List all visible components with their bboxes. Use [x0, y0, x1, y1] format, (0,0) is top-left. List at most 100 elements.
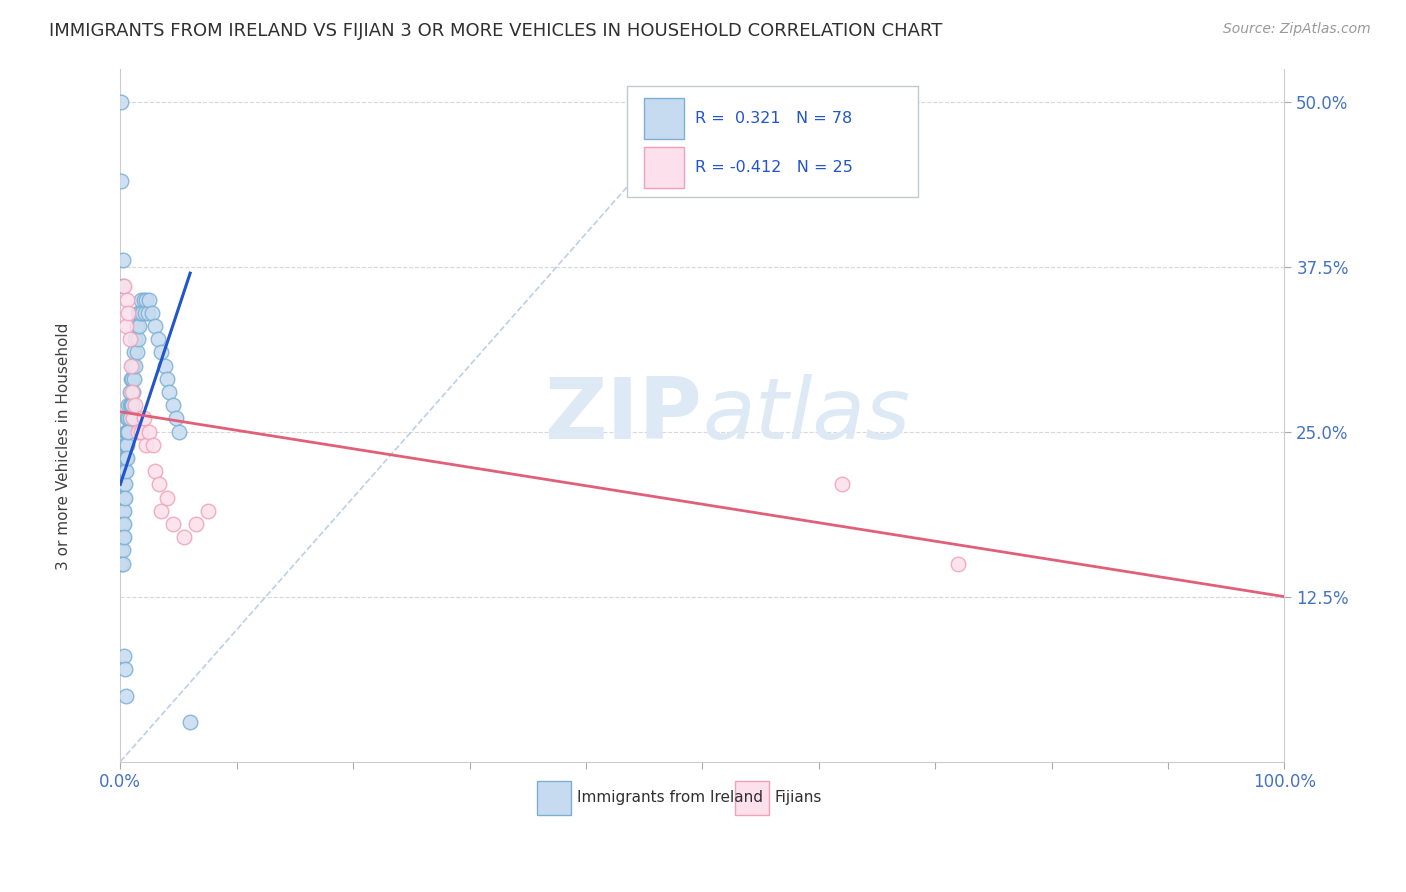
Point: [128, 318, 150, 333]
Point: [110, 557, 132, 571]
Text: Source: ZipAtlas.com: Source: ZipAtlas.com: [1223, 22, 1371, 37]
Text: R = -0.412   N = 25: R = -0.412 N = 25: [696, 160, 853, 175]
Point: [117, 411, 139, 425]
Point: [112, 504, 135, 518]
Point: [115, 438, 138, 452]
Point: [117, 450, 139, 465]
Point: [150, 345, 173, 359]
Point: [115, 464, 138, 478]
Point: [148, 477, 170, 491]
Point: [120, 398, 142, 412]
Point: [184, 516, 207, 531]
Point: [111, 491, 134, 505]
Point: [136, 306, 159, 320]
Point: [125, 345, 148, 359]
Point: [135, 293, 157, 307]
Point: [132, 293, 155, 307]
Point: [131, 306, 153, 320]
Point: [110, 516, 132, 531]
Point: [156, 491, 179, 505]
Point: [111, 557, 134, 571]
Point: [156, 372, 179, 386]
Point: [114, 662, 136, 676]
Point: [122, 384, 145, 399]
Point: [115, 689, 138, 703]
Point: [129, 425, 152, 439]
Point: [112, 648, 135, 663]
Point: [111, 279, 134, 293]
Point: [197, 504, 219, 518]
Point: [120, 372, 142, 386]
Point: [122, 359, 145, 373]
Point: [118, 332, 141, 346]
Point: [117, 438, 139, 452]
Point: [179, 714, 201, 729]
Text: Fijians: Fijians: [775, 790, 823, 805]
Point: [129, 306, 152, 320]
FancyBboxPatch shape: [735, 781, 769, 815]
FancyBboxPatch shape: [644, 98, 683, 139]
Point: [138, 425, 160, 439]
FancyBboxPatch shape: [627, 86, 918, 197]
Point: [142, 438, 165, 452]
Point: [153, 359, 176, 373]
Point: [114, 438, 136, 452]
Point: [117, 293, 139, 307]
Point: [121, 359, 143, 373]
Point: [115, 318, 138, 333]
Point: [122, 372, 145, 386]
Point: [124, 359, 146, 373]
Point: [125, 318, 148, 333]
Point: [114, 477, 136, 491]
Point: [117, 398, 139, 412]
Point: [118, 384, 141, 399]
Point: [157, 384, 180, 399]
Point: [121, 398, 143, 412]
Point: [146, 332, 169, 346]
Point: [112, 530, 135, 544]
Point: [134, 306, 156, 320]
Point: [129, 293, 152, 307]
Point: [121, 372, 143, 386]
FancyBboxPatch shape: [537, 781, 571, 815]
Point: [122, 411, 145, 425]
Text: ZIP: ZIP: [544, 374, 703, 457]
Text: R =  0.321   N = 78: R = 0.321 N = 78: [696, 111, 852, 126]
Point: [112, 516, 135, 531]
Point: [120, 359, 142, 373]
Point: [948, 557, 970, 571]
Point: [112, 279, 135, 293]
Point: [118, 398, 141, 412]
Point: [117, 425, 139, 439]
Point: [111, 543, 134, 558]
Point: [165, 411, 187, 425]
Point: [135, 438, 157, 452]
Text: 3 or more Vehicles in Household: 3 or more Vehicles in Household: [56, 322, 70, 570]
Point: [124, 398, 146, 412]
FancyBboxPatch shape: [644, 147, 683, 187]
Point: [143, 318, 166, 333]
Point: [138, 293, 160, 307]
Point: [127, 332, 149, 346]
Point: [110, 530, 132, 544]
Point: [831, 477, 853, 491]
Point: [111, 252, 134, 267]
Point: [127, 425, 149, 439]
Point: [132, 411, 155, 425]
Text: atlas: atlas: [703, 374, 910, 457]
Text: Immigrants from Ireland: Immigrants from Ireland: [576, 790, 762, 805]
Point: [124, 332, 146, 346]
Point: [173, 530, 195, 544]
Point: [110, 95, 132, 109]
Point: [114, 450, 136, 465]
Point: [111, 516, 134, 531]
Point: [115, 450, 138, 465]
Point: [118, 411, 141, 425]
Point: [150, 504, 173, 518]
Point: [117, 425, 139, 439]
Point: [111, 504, 134, 518]
Point: [112, 464, 135, 478]
Point: [115, 425, 138, 439]
Point: [141, 306, 163, 320]
Point: [167, 425, 190, 439]
